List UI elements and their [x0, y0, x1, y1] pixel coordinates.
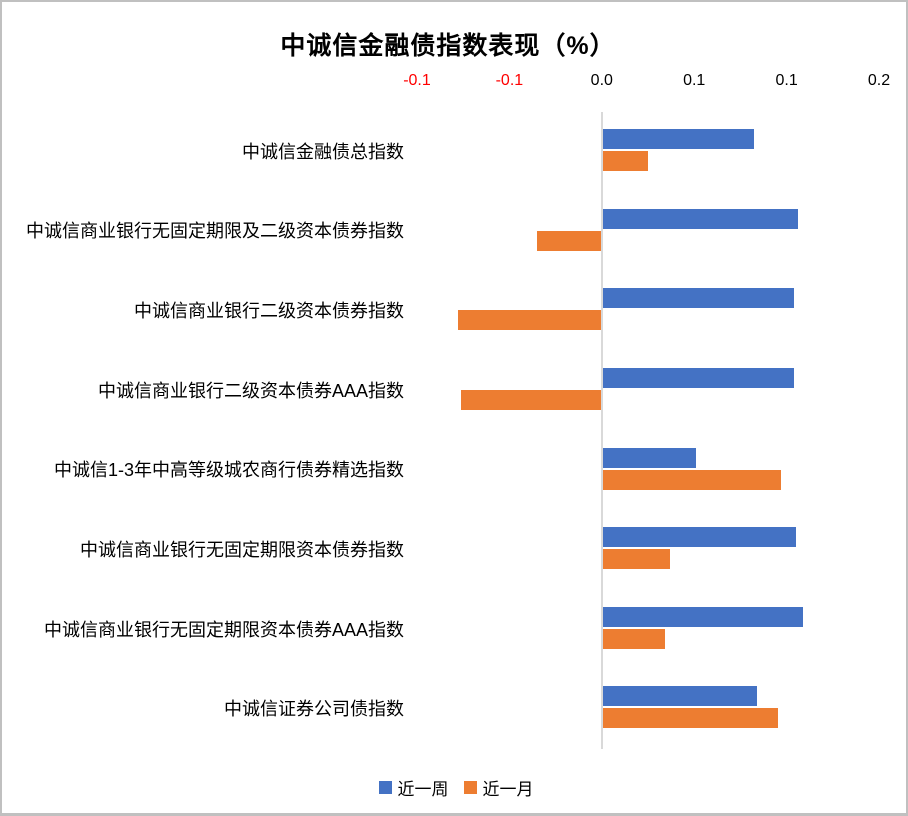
category-label: 中诚信商业银行无固定期限及二级资本债券指数 [26, 221, 404, 241]
bar-week [603, 607, 803, 627]
bar-month [603, 629, 665, 649]
zero-axis-line [601, 112, 603, 749]
chart-title: 中诚信金融债指数表现（%） [280, 32, 616, 60]
bar-month [603, 708, 778, 728]
bar-week [603, 209, 798, 229]
x-tick-label: -0.1 [495, 72, 524, 89]
bar-week [603, 448, 696, 468]
bar-week [603, 686, 757, 706]
x-tick-label: 0.1 [683, 72, 706, 89]
category-label: 中诚信商业银行二级资本债券指数 [134, 301, 404, 321]
x-tick-label: -0.1 [403, 72, 431, 89]
bar-week [603, 129, 754, 149]
legend: 近一周 近一月 [2, 775, 906, 800]
x-tick-label: 0.1 [775, 72, 798, 89]
legend-swatch-icon [378, 781, 392, 794]
legend-item: 近一月 [463, 775, 534, 800]
bar-week [603, 368, 794, 388]
category-label: 中诚信商业银行无固定期限资本债券AAA指数 [43, 620, 404, 640]
category-label: 中诚信商业银行二级资本债券AAA指数 [97, 381, 404, 401]
legend-label: 近一周 [397, 780, 449, 799]
bar-month [461, 390, 601, 410]
legend-item: 近一周 [378, 775, 449, 800]
bar-week [603, 288, 794, 308]
category-label: 中诚信证券公司债指数 [224, 699, 404, 719]
legend-swatch-icon [463, 781, 477, 794]
bar-month [458, 310, 602, 330]
category-label: 中诚信商业银行无固定期限资本债券指数 [80, 540, 404, 560]
bar-month [603, 470, 781, 490]
legend-label: 近一月 [482, 780, 534, 799]
x-tick-label: 0.2 [867, 72, 891, 89]
category-label: 中诚信金融债总指数 [242, 142, 404, 162]
x-tick-label: 0.0 [590, 72, 613, 89]
bar-month [537, 231, 602, 251]
bar-month [603, 549, 670, 569]
category-label: 中诚信1-3年中高等级城农商行债券精选指数 [53, 460, 404, 480]
bar-month [603, 151, 648, 171]
bar-week [603, 527, 796, 547]
